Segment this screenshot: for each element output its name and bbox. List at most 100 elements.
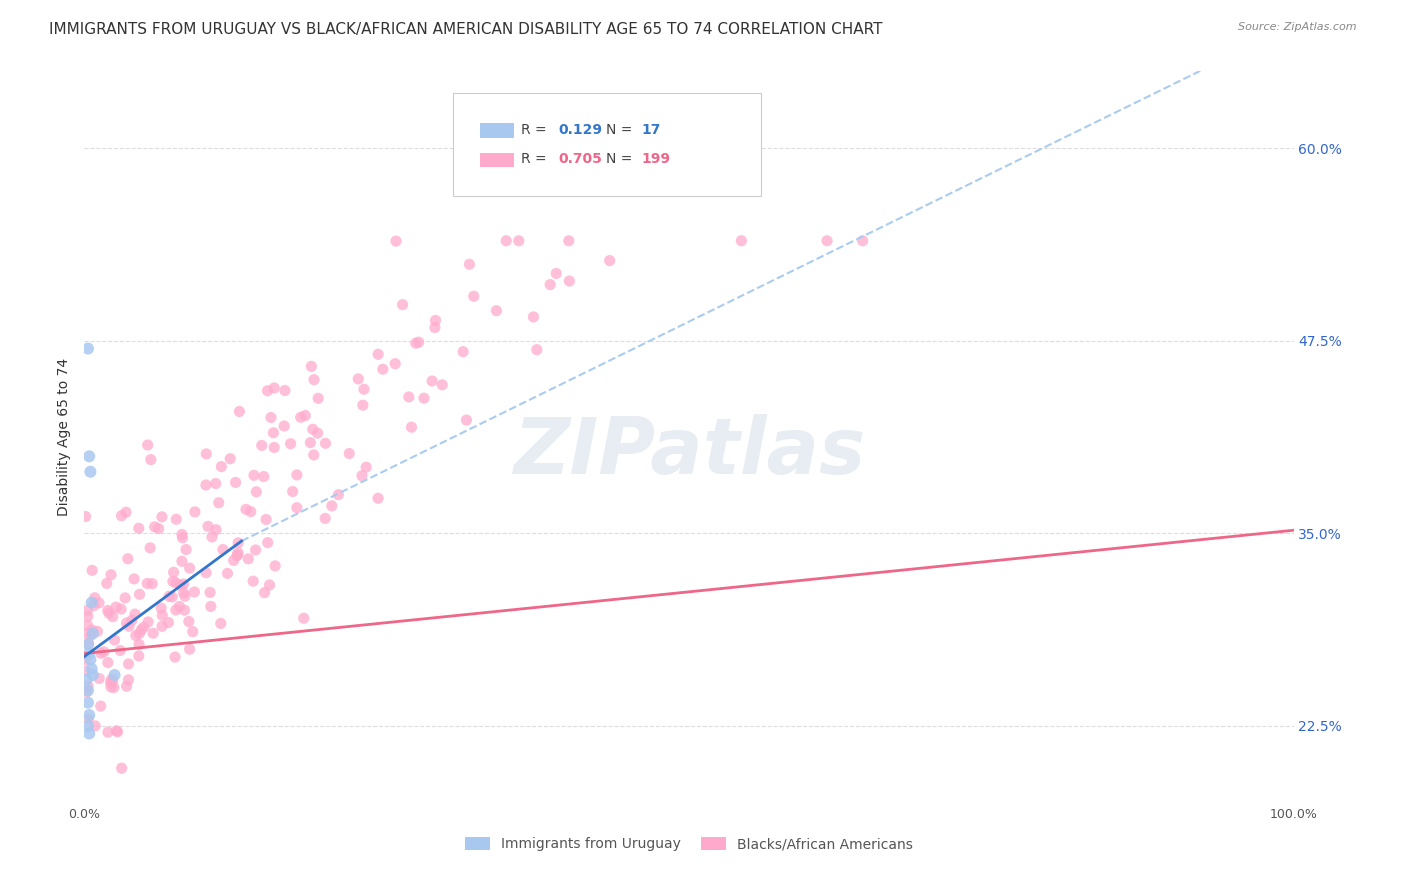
Point — [197, 519, 219, 533]
Point — [82, 623, 104, 637]
Point — [76, 673, 98, 687]
Point — [139, 452, 162, 467]
Point — [142, 626, 165, 640]
Point — [195, 566, 218, 580]
Point — [143, 520, 166, 534]
Point — [100, 680, 122, 694]
Text: N =: N = — [606, 123, 631, 136]
Point — [100, 567, 122, 582]
Point — [97, 725, 120, 739]
Point — [110, 508, 132, 523]
Point — [212, 542, 235, 557]
Point — [425, 313, 447, 327]
Point — [328, 488, 350, 502]
Point — [77, 637, 100, 651]
Point — [260, 410, 283, 425]
Point — [76, 609, 98, 624]
Text: N =: N = — [606, 153, 631, 166]
Point — [307, 426, 329, 441]
Point — [253, 585, 276, 599]
Point — [115, 615, 138, 630]
Point — [401, 420, 423, 434]
Point — [165, 603, 187, 617]
Point — [79, 465, 101, 479]
Point — [128, 587, 150, 601]
Point — [384, 357, 406, 371]
Point — [225, 475, 247, 490]
Point — [242, 574, 264, 589]
Point — [239, 505, 262, 519]
Text: 0.129: 0.129 — [558, 123, 602, 136]
Point — [354, 460, 377, 475]
Point — [148, 522, 170, 536]
Point — [128, 648, 150, 663]
Point — [90, 699, 112, 714]
Point — [124, 607, 146, 621]
Point — [299, 359, 322, 374]
Point — [75, 664, 97, 678]
Text: R =: R = — [520, 153, 547, 166]
Point — [546, 267, 568, 281]
Point — [77, 683, 100, 698]
Point — [128, 626, 150, 640]
Point — [420, 374, 443, 388]
Point — [80, 629, 103, 643]
Point — [77, 450, 100, 464]
Point — [157, 589, 180, 603]
Point — [209, 459, 232, 474]
Point — [150, 619, 173, 633]
Point — [82, 563, 104, 577]
Point — [235, 502, 257, 516]
Point — [264, 558, 287, 573]
Point — [226, 548, 249, 562]
Point — [75, 509, 97, 524]
Point — [131, 623, 153, 637]
Point — [198, 585, 221, 599]
Point — [263, 381, 285, 395]
Point — [495, 234, 517, 248]
Point — [204, 476, 226, 491]
Point — [201, 530, 224, 544]
Point — [104, 600, 127, 615]
Point — [280, 436, 302, 450]
Point — [103, 633, 125, 648]
Point — [485, 303, 508, 318]
Point — [226, 549, 249, 563]
Point — [79, 652, 101, 666]
Point — [179, 561, 201, 575]
Point — [262, 425, 284, 440]
Point — [405, 336, 427, 351]
Point — [558, 234, 581, 248]
Point — [413, 391, 436, 405]
Point — [599, 253, 621, 268]
Point — [141, 576, 163, 591]
Point — [314, 511, 336, 525]
Point — [170, 527, 193, 541]
Point — [93, 645, 115, 659]
Point — [83, 591, 105, 605]
Point — [136, 438, 159, 452]
Point — [228, 404, 250, 418]
Point — [107, 724, 129, 739]
Point — [254, 512, 277, 526]
Point — [219, 451, 242, 466]
Text: R =: R = — [520, 123, 547, 136]
Point — [273, 419, 295, 434]
Point — [463, 289, 485, 303]
FancyBboxPatch shape — [479, 123, 513, 138]
Point — [163, 650, 186, 665]
Point — [77, 342, 100, 356]
Point — [165, 575, 187, 590]
Point — [83, 599, 105, 613]
Point — [128, 521, 150, 535]
Point — [208, 496, 231, 510]
Point — [115, 679, 138, 693]
Point — [174, 542, 197, 557]
Point — [301, 422, 323, 436]
Point — [173, 603, 195, 617]
Text: 0.705: 0.705 — [558, 153, 602, 166]
Point — [243, 468, 266, 483]
Point — [110, 643, 132, 657]
Point — [90, 646, 112, 660]
Point — [128, 637, 150, 651]
